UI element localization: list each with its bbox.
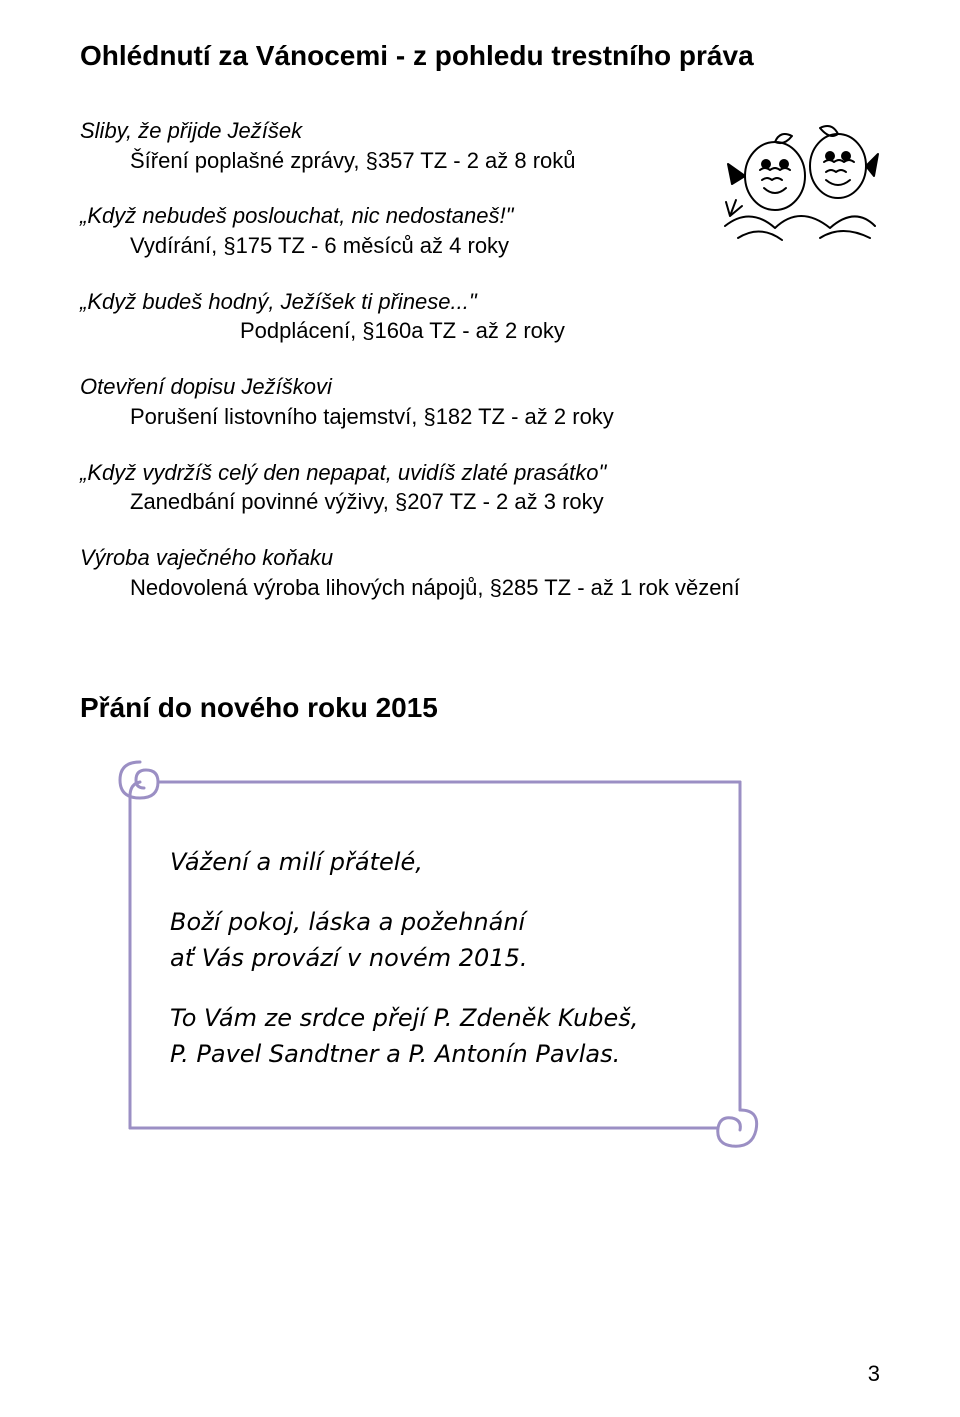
entry: „Když budeš hodný, Ježíšek ti přinese...…	[80, 287, 880, 346]
scroll-line: P. Pavel Sandtner a P. Antonín Pavlas.	[170, 1036, 710, 1072]
entry: Otevření dopisu Ježíškovi Porušení listo…	[80, 372, 880, 431]
entry: „Když vydržíš celý den nepapat, uvidíš z…	[80, 458, 880, 517]
entry: Výroba vaječného koňaku Nedovolená výrob…	[80, 543, 880, 602]
wish-scroll: Vážení a milí přátelé, Boží pokoj, láska…	[100, 754, 760, 1159]
page-title: Ohlédnutí za Vánocemi - z pohledu trestn…	[80, 40, 880, 72]
entry-lead: „Když vydržíš celý den nepapat, uvidíš z…	[80, 458, 880, 488]
fish-illustration	[720, 106, 880, 246]
document-page: Ohlédnutí za Vánocemi - z pohledu trestn…	[0, 0, 960, 1417]
entry-lead: Otevření dopisu Ježíškovi	[80, 372, 880, 402]
page-number: 3	[868, 1361, 880, 1387]
entry-lead: „Když budeš hodný, Ježíšek ti přinese...…	[80, 287, 880, 317]
entry-law: Zanedbání povinné výživy, §207 TZ - 2 až…	[80, 487, 880, 517]
scroll-line: To Vám ze srdce přejí P. Zdeněk Kubeš,	[170, 1000, 710, 1036]
entry-law: Porušení listovního tajemství, §182 TZ -…	[80, 402, 880, 432]
scroll-text: Vážení a milí přátelé, Boží pokoj, láska…	[170, 844, 710, 1072]
entry-law: Nedovolená výroba lihových nápojů, §285 …	[80, 573, 880, 603]
scroll-line: Vážení a milí přátelé,	[170, 844, 710, 880]
scroll-line: ať Vás provází v novém 2015.	[170, 940, 710, 976]
scroll-line: Boží pokoj, láska a požehnání	[170, 904, 710, 940]
entry-lead: Výroba vaječného koňaku	[80, 543, 880, 573]
wish-heading: Přání do nového roku 2015	[80, 692, 880, 724]
entry-law: Podplácení, §160a TZ - až 2 roky	[80, 316, 880, 346]
